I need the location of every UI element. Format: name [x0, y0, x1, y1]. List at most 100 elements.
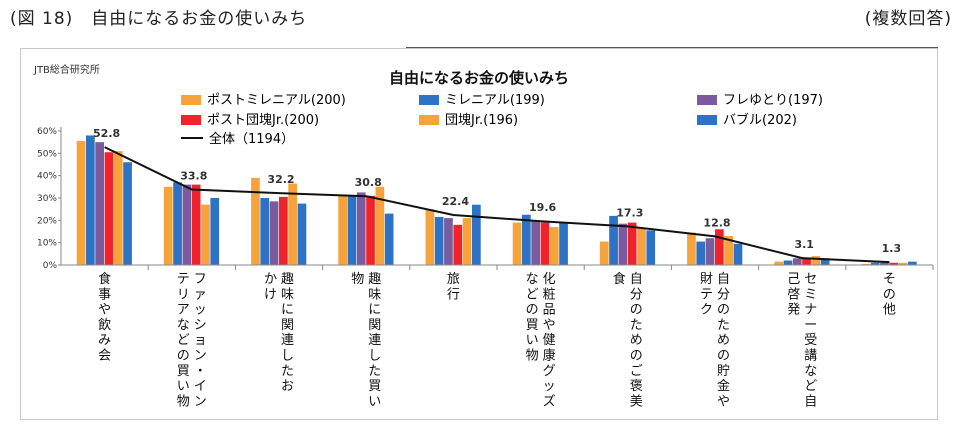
- x-category-char: の: [630, 303, 643, 318]
- x-category-char: ク: [700, 303, 713, 318]
- total-data-label-5: 22.4: [442, 195, 469, 208]
- bar-cat2-series4: [191, 184, 201, 265]
- x-category-char: 旅: [447, 272, 460, 287]
- x-category-char: ミ: [804, 287, 817, 302]
- plot-area: 0% 10% 20% 30% 40% 50% 60% 52.8 33.8 32.2 30.8 22.4…: [37, 127, 934, 409]
- bar-cat10-series6: [908, 261, 917, 265]
- x-category-char: 受: [804, 333, 817, 348]
- x-category-char: 買: [177, 364, 190, 379]
- x-category-char: グ: [543, 364, 556, 379]
- x-category-char: ど: [526, 287, 539, 302]
- bar-chart: JTB総合研究所 自由になるお金の使いみち ポストミレニアル(200) ミレニアル…: [33, 63, 934, 409]
- x-category-char: 事: [98, 287, 111, 302]
- x-category-char: シ: [194, 318, 207, 333]
- x-category-char: 美: [630, 394, 643, 409]
- x-category-char: 講: [804, 348, 817, 364]
- x-category-char: 趣: [281, 272, 294, 287]
- x-category-char: 趣: [368, 272, 381, 287]
- x-category-char: 連: [281, 333, 294, 348]
- x-category-char: 自: [717, 272, 730, 287]
- total-data-label-8: 12.8: [703, 216, 730, 229]
- bar-cat5-series3: [444, 218, 453, 265]
- bar-cat8-series6: [733, 243, 743, 265]
- x-category-char: イ: [194, 379, 207, 394]
- x-category-char: 関: [281, 318, 294, 333]
- x-category-char: ッ: [194, 303, 207, 318]
- multiple-answer-note: (複数回答): [864, 9, 952, 29]
- bar-cat5-series2: [434, 216, 444, 265]
- x-category-char: の: [526, 303, 539, 318]
- x-category-char: 会: [98, 349, 111, 364]
- bar-cat1-series3: [95, 142, 104, 265]
- legend-label-5: 団塊Jr.(196): [445, 112, 518, 128]
- x-category-char: 分: [630, 287, 643, 302]
- x-category-char: 金: [717, 378, 730, 394]
- bar-cat2-series5: [201, 204, 210, 265]
- bar-cat4-series1: [338, 195, 347, 265]
- x-category-char: な: [177, 318, 190, 333]
- x-category-char: け: [264, 287, 277, 302]
- x-category-char: フ: [194, 272, 207, 287]
- x-category-char: の: [630, 349, 643, 364]
- y-tick-label-3: 30%: [37, 194, 57, 204]
- x-category-char: ・: [194, 364, 207, 379]
- x-category-char: め: [630, 333, 643, 348]
- x-category-char: な: [804, 364, 817, 379]
- x-category-char: ッ: [543, 379, 556, 394]
- bar-cat6-series4: [540, 222, 550, 265]
- bar-cat3-series5: [288, 183, 297, 265]
- total-data-label-10: 1.3: [882, 242, 902, 255]
- figure-caption: (図 18) 自由になるお金の使いみち: [10, 9, 308, 29]
- bar-cat7-series1: [599, 241, 609, 265]
- bar-cat10-series2: [870, 262, 880, 265]
- x-category-char: 物: [526, 349, 539, 364]
- total-line: [104, 146, 890, 264]
- source-label: JTB総合研究所: [33, 63, 100, 76]
- x-category-char: 連: [368, 333, 381, 348]
- x-category-char: 物: [351, 272, 364, 287]
- bar-cat10-series5: [898, 262, 908, 265]
- x-category-char: 買: [368, 379, 381, 394]
- x-category-label-10: その他: [883, 272, 896, 318]
- x-category-char: 自: [630, 272, 643, 287]
- x-category-char: ア: [177, 303, 190, 318]
- bar-cat2-series6: [210, 198, 220, 265]
- bar-cat6-series3: [531, 220, 540, 265]
- total-data-label-6: 19.6: [529, 201, 556, 214]
- x-category-char: し: [281, 349, 294, 364]
- x-category-char: ー: [804, 318, 817, 333]
- y-tick-label-6: 60%: [37, 127, 57, 137]
- bar-cat7-series2: [609, 215, 618, 265]
- x-category-char: 行: [447, 287, 460, 302]
- x-category-char: か: [264, 272, 277, 287]
- legend-label-3: フレゆとり(197): [723, 93, 823, 108]
- x-category-char: い: [368, 394, 381, 409]
- x-category-char: 啓: [787, 287, 800, 302]
- x-category-char: や: [98, 303, 111, 318]
- x-category-char: の: [717, 303, 730, 318]
- x-category-char: テ: [700, 287, 713, 302]
- bar-cat6-series1: [512, 222, 522, 265]
- bar-cat9-series1: [774, 261, 783, 265]
- x-category-char: 食: [613, 271, 626, 287]
- x-category-char: み: [98, 333, 111, 348]
- x-category-char: 買: [526, 318, 539, 333]
- bar-cat8-series1: [687, 232, 696, 265]
- bar-cat3-series1: [251, 177, 260, 265]
- x-category-char: お: [281, 379, 294, 394]
- bar-cat4-series3: [356, 192, 366, 265]
- x-category-char: に: [368, 303, 381, 318]
- bar-cat7-series6: [646, 230, 656, 265]
- bar-cat5-series1: [425, 209, 435, 265]
- bar-cat7-series4: [627, 222, 637, 265]
- x-category-char: し: [368, 349, 381, 364]
- bar-cat5-series5: [462, 218, 472, 265]
- bar-cat10-series1: [861, 263, 871, 265]
- x-category-char: 飲: [98, 317, 111, 333]
